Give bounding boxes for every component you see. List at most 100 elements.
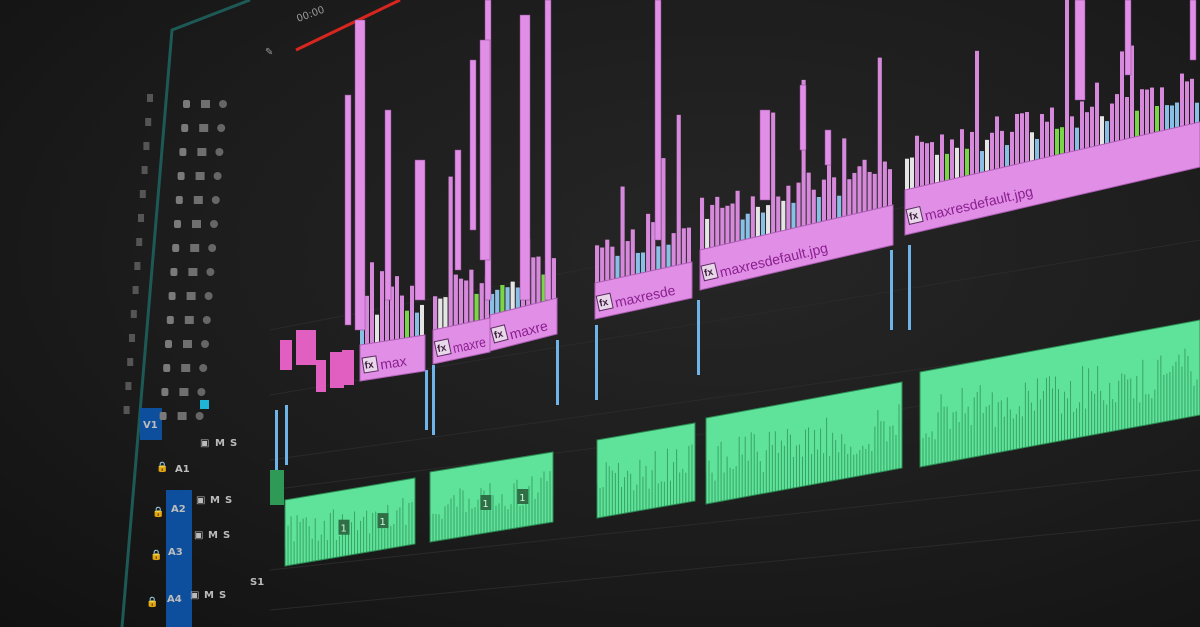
lock-icon[interactable]: 🔒 [152, 506, 164, 518]
eye-icon[interactable] [190, 244, 200, 252]
svg-text:fx: fx [364, 359, 375, 371]
toggle-icon[interactable] [219, 100, 227, 108]
toggle-icon[interactable] [195, 412, 204, 420]
tool-icon[interactable] [134, 262, 141, 270]
eye-icon[interactable] [199, 124, 209, 132]
tool-icon[interactable] [123, 406, 130, 414]
video-clip-fragment[interactable] [280, 340, 292, 370]
audio-clip[interactable]: 11 [284, 477, 416, 567]
toggle-icon[interactable] [215, 148, 224, 156]
solo-button-a3[interactable]: S [223, 530, 230, 541]
eye-icon[interactable] [201, 100, 210, 108]
toggle-icon[interactable] [199, 364, 208, 372]
video-frame-bar [940, 134, 944, 182]
tool-icon[interactable] [138, 214, 144, 222]
solo-button-a2[interactable]: S [225, 495, 232, 506]
clip-body [699, 204, 894, 291]
lock-icon[interactable] [159, 412, 167, 420]
video-clip[interactable]: fx maxresde [594, 261, 693, 320]
lock-icon[interactable]: 🔒 [156, 461, 168, 473]
toggle-icon[interactable] [210, 220, 218, 228]
solo-button-a4[interactable]: S [219, 590, 226, 601]
eye-icon[interactable] [195, 172, 205, 180]
lock-icon[interactable] [177, 172, 185, 180]
mute-button-a2[interactable]: M [210, 495, 220, 506]
eye-icon[interactable] [193, 196, 203, 204]
toggle-icon[interactable] [217, 124, 226, 132]
tool-icon[interactable] [147, 94, 153, 102]
tool-icon[interactable] [139, 190, 146, 198]
tool-icon[interactable] [127, 358, 134, 366]
toggle-icon[interactable] [204, 292, 213, 300]
eye-icon[interactable] [197, 148, 207, 156]
audio-clip[interactable] [596, 422, 696, 519]
video-clip[interactable]: fx maxre [489, 297, 558, 352]
toggle-icon[interactable] [202, 316, 211, 324]
video-clip-fragment[interactable] [296, 330, 316, 365]
lock-icon[interactable] [166, 316, 174, 324]
eye-icon[interactable] [186, 292, 196, 300]
tool-icon[interactable] [143, 142, 150, 150]
toggle-icon[interactable] [206, 268, 215, 276]
mic-icon[interactable]: ▣ [196, 495, 205, 506]
lock-icon[interactable] [181, 124, 189, 132]
eye-icon[interactable] [181, 364, 191, 372]
mic-icon[interactable]: ▣ [190, 590, 199, 601]
toggle-icon[interactable] [211, 196, 220, 204]
work-area-bar[interactable] [295, 0, 401, 52]
tool-icon[interactable] [132, 286, 139, 294]
audio-clip-fragment[interactable] [270, 470, 284, 505]
lock-icon[interactable] [161, 388, 169, 396]
track-target-v1[interactable] [140, 408, 162, 440]
lock-icon[interactable] [172, 244, 180, 252]
tool-icon[interactable] [141, 166, 148, 174]
eye-icon[interactable] [192, 220, 201, 228]
tool-icon[interactable] [129, 334, 135, 342]
video-clip[interactable]: fx maxre [432, 317, 491, 365]
lock-icon[interactable]: 🔒 [146, 596, 158, 608]
clip-marker [480, 495, 492, 510]
lock-icon[interactable] [165, 340, 172, 348]
mute-button-a3[interactable]: M [208, 530, 218, 541]
video-frame-bar [360, 325, 364, 345]
eye-icon[interactable] [177, 412, 187, 420]
lock-icon[interactable]: 🔒 [150, 549, 162, 561]
lock-icon[interactable] [174, 220, 181, 228]
tool-icon[interactable] [136, 238, 143, 246]
lock-icon[interactable] [170, 268, 178, 276]
video-frame-bar [1180, 73, 1184, 127]
toggle-icon[interactable] [213, 172, 222, 180]
toggle-icon[interactable] [197, 388, 206, 396]
lock-icon[interactable] [163, 364, 171, 372]
lock-icon[interactable] [168, 292, 176, 300]
audio-clip[interactable]: 11 [429, 451, 554, 543]
tool-icon[interactable] [125, 382, 132, 390]
video-clip-fragment[interactable] [316, 360, 326, 392]
mic-icon[interactable]: ▣ [194, 530, 203, 541]
video-clip[interactable]: fx max [359, 334, 426, 382]
eye-icon[interactable] [188, 268, 198, 276]
toggle-icon[interactable] [208, 244, 217, 252]
audio-clip[interactable] [919, 319, 1200, 468]
wrench-icon[interactable]: ✎ [265, 47, 273, 58]
mute-button-a1[interactable]: M [215, 438, 225, 449]
eye-icon[interactable] [179, 388, 189, 396]
video-clip-fragment[interactable] [342, 350, 354, 385]
tool-icon[interactable] [130, 310, 137, 318]
sync-lock-toggle[interactable] [200, 400, 209, 409]
lock-icon[interactable] [183, 100, 190, 108]
lock-icon[interactable] [175, 196, 183, 204]
lock-icon[interactable] [179, 148, 187, 156]
audio-clip[interactable] [705, 381, 903, 505]
tool-icon[interactable] [145, 118, 152, 126]
solo-button-a1[interactable]: S [230, 438, 237, 449]
video-frame-bar [464, 280, 469, 324]
track-target-a2[interactable] [166, 490, 192, 627]
toggle-icon[interactable] [201, 340, 209, 348]
mic-icon[interactable]: ▣ [200, 438, 209, 449]
video-clip-fragment[interactable] [330, 352, 344, 388]
video-frame-bar [1155, 106, 1159, 133]
eye-icon[interactable] [183, 340, 192, 348]
eye-icon[interactable] [184, 316, 194, 324]
mute-button-a4[interactable]: M [204, 590, 214, 601]
